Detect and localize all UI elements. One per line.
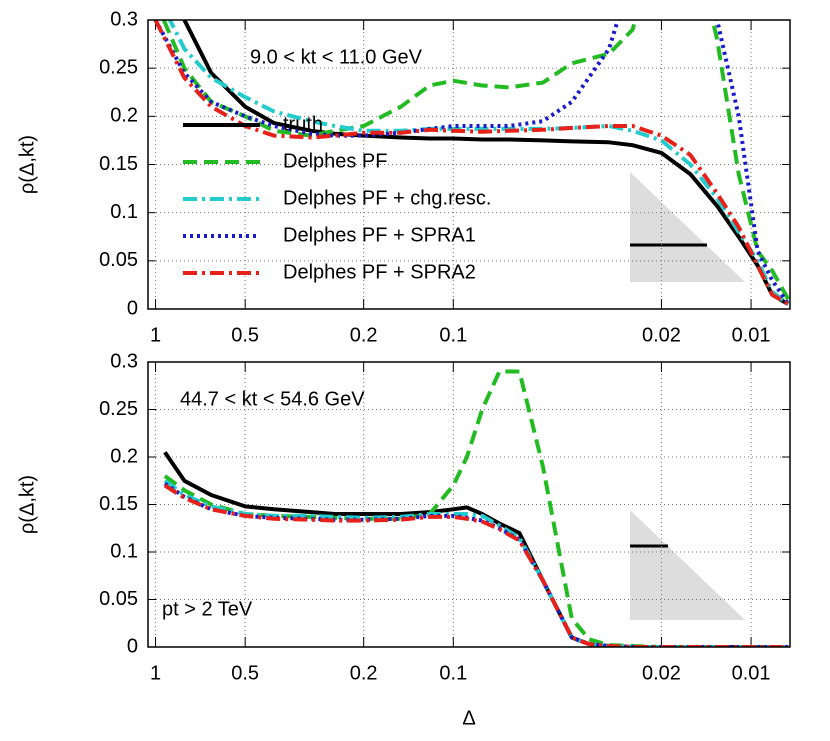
- x-tick-label: 0.1: [439, 324, 467, 346]
- inset-triangle: [630, 172, 745, 282]
- legend-label: Delphes PF + SPRA1: [283, 224, 476, 246]
- y-tick-label: 0.25: [99, 398, 138, 420]
- x-tick-label: 0.01: [732, 662, 771, 684]
- series-line: [163, 483, 789, 647]
- y-tick-label: 0.2: [110, 445, 138, 467]
- plot-area: [153, 20, 790, 306]
- y-tick-label: 0.3: [110, 350, 138, 372]
- plot-area: [163, 369, 789, 647]
- x-tick-label: 0.2: [350, 662, 378, 684]
- x-tick-label: 0.02: [642, 662, 681, 684]
- annotation: 9.0 < kt < 11.0 GeV: [250, 46, 423, 68]
- y-tick-label: 0.25: [99, 56, 138, 78]
- series-line: [182, 20, 790, 306]
- y-tick-label: 0.05: [99, 249, 138, 271]
- x-tick-label: 0.02: [642, 324, 681, 346]
- legend-label: truth: [283, 113, 323, 135]
- x-tick-label: 0.2: [350, 324, 378, 346]
- y-axis-label: ρ(Δ,kt): [16, 135, 38, 194]
- x-axis-label: Δ: [462, 707, 475, 729]
- series-line: [161, 20, 790, 301]
- x-tick-label: 0.1: [439, 662, 467, 684]
- legend-label: Delphes PF + chg.resc.: [283, 187, 491, 209]
- inset-triangle: [630, 510, 745, 620]
- y-tick-label: 0.05: [99, 588, 138, 610]
- legend-label: Delphes PF + SPRA2: [283, 261, 476, 283]
- series-line: [163, 479, 789, 647]
- y-tick-label: 0.15: [99, 493, 138, 515]
- series-line: [163, 451, 789, 647]
- y-tick-label: 0.1: [110, 540, 138, 562]
- annotation: pt > 2 TeV: [162, 598, 253, 620]
- plot-frame: [147, 19, 791, 310]
- x-tick-label: 1: [150, 662, 161, 684]
- y-tick-label: 0: [127, 635, 138, 657]
- series-line: [153, 20, 790, 306]
- y-tick-label: 0.1: [110, 201, 138, 223]
- y-tick-label: 0.15: [99, 153, 138, 175]
- x-tick-label: 0.5: [231, 324, 259, 346]
- x-tick-label: 0.01: [732, 324, 771, 346]
- y-tick-label: 0.3: [110, 8, 138, 30]
- y-tick-label: 0.2: [110, 105, 138, 127]
- y-axis-label: ρ(Δ,kt): [16, 475, 38, 534]
- series-line: [167, 20, 790, 306]
- y-tick-label: 0: [127, 297, 138, 319]
- plot-frame: [147, 361, 791, 648]
- series-line: [153, 20, 790, 306]
- legend-label: Delphes PF: [283, 150, 388, 172]
- annotation: 44.7 < kt < 54.6 GeV: [180, 388, 365, 410]
- x-tick-label: 0.5: [231, 662, 259, 684]
- x-tick-label: 1: [150, 324, 161, 346]
